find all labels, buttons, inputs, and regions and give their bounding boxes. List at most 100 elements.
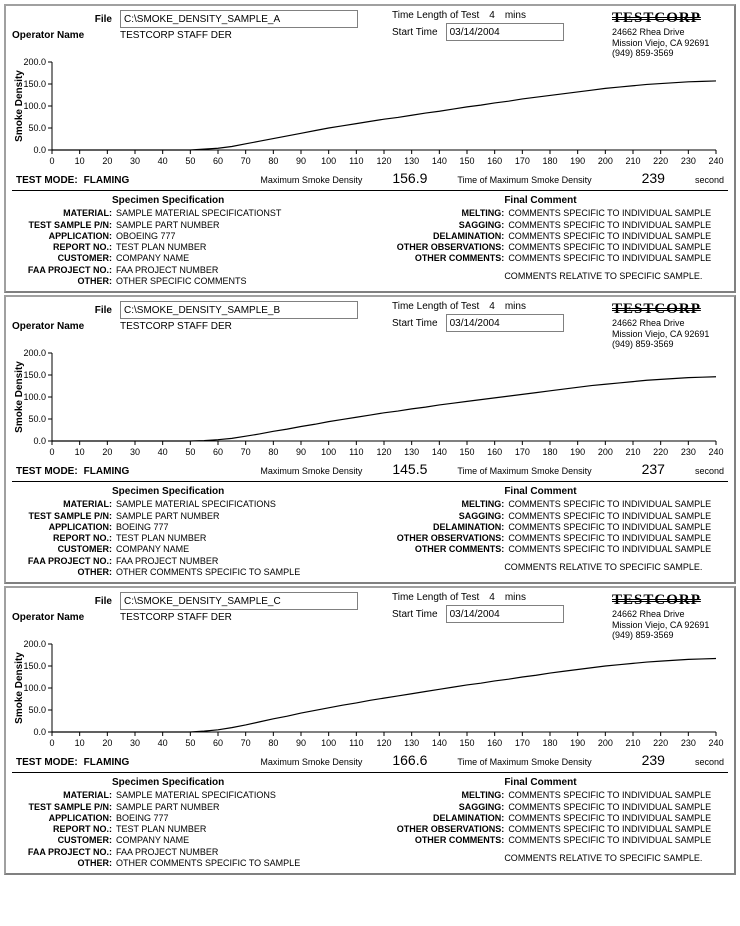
svg-text:230: 230 [681,156,696,166]
company-addr2: Mission Viejo, CA 92691 [612,620,728,630]
file-input[interactable] [120,592,358,610]
part-value: SAMPLE PART NUMBER [116,802,384,813]
svg-text:200: 200 [598,738,613,748]
sagging-value: COMMENTS SPECIFIC TO INDIVIDUAL SAMPLE [508,220,728,231]
time-length-value: 4 [479,592,505,603]
operator-label: Operator Name [12,612,112,623]
faa-value: FAA PROJECT NUMBER [116,556,384,567]
report-label: REPORT NO.: [12,242,116,253]
test-mode-label: TEST MODE: [16,757,78,768]
file-input[interactable] [120,301,358,319]
svg-text:110: 110 [349,738,363,748]
svg-text:240: 240 [708,156,723,166]
customer-label: CUSTOMER: [12,253,116,264]
start-time-input[interactable] [446,314,564,332]
sagging-label: SAGGING: [384,511,508,522]
relative-comment: COMMENTS RELATIVE TO SPECIFIC SAMPLE. [384,562,728,572]
svg-text:0.0: 0.0 [33,145,46,155]
svg-text:0: 0 [49,447,54,457]
svg-text:140: 140 [432,447,447,457]
svg-text:60: 60 [213,447,223,457]
svg-text:30: 30 [130,738,140,748]
spec-heading: Specimen Specification [12,195,384,206]
delamination-value: COMMENTS SPECIFIC TO INDIVIDUAL SAMPLE [508,522,728,533]
mins-label: mins [505,592,526,603]
svg-text:50: 50 [185,156,195,166]
svg-text:130: 130 [404,156,419,166]
time-max-value: 239 [592,752,695,768]
svg-text:100.0: 100.0 [23,683,46,693]
test-mode-value: FLAMING [78,466,130,477]
time-max-label: Time of Maximum Smoke Density [457,757,591,767]
report-label: REPORT NO.: [12,533,116,544]
svg-text:160: 160 [487,156,502,166]
svg-text:200.0: 200.0 [23,640,46,649]
file-input[interactable] [120,10,358,28]
faa-label: FAA PROJECT NO.: [12,556,116,567]
material-label: MATERIAL: [12,499,116,510]
other-obs-label: OTHER OBSERVATIONS: [384,533,508,544]
svg-text:210: 210 [625,156,640,166]
other-comments-value: COMMENTS SPECIFIC TO INDIVIDUAL SAMPLE [508,835,728,846]
test-mode-label: TEST MODE: [16,466,78,477]
start-time-input[interactable] [446,605,564,623]
svg-text:200: 200 [598,156,613,166]
mins-label: mins [505,10,526,21]
svg-text:110: 110 [349,447,363,457]
svg-text:170: 170 [515,447,530,457]
test-report-panel: File Operator Name TESTCORP STAFF DER Ti… [4,586,736,875]
svg-text:0: 0 [49,156,54,166]
test-mode-label: TEST MODE: [16,175,78,186]
svg-text:240: 240 [708,738,723,748]
svg-text:30: 30 [130,156,140,166]
mins-label: mins [505,301,526,312]
material-value: SAMPLE MATERIAL SPECIFICATIONS [116,499,384,510]
melting-label: MELTING: [384,790,508,801]
delamination-value: COMMENTS SPECIFIC TO INDIVIDUAL SAMPLE [508,231,728,242]
material-value: SAMPLE MATERIAL SPECIFICATIONST [116,208,384,219]
svg-text:90: 90 [296,738,306,748]
svg-text:220: 220 [653,156,668,166]
svg-text:100: 100 [321,447,336,457]
application-value: BOEING 777 [116,813,384,824]
sagging-label: SAGGING: [384,802,508,813]
other-comments-label: OTHER COMMENTS: [384,253,508,264]
svg-text:110: 110 [349,156,363,166]
time-max-value: 239 [592,170,695,186]
svg-text:170: 170 [515,156,530,166]
smoke-density-chart: Smoke Density0.050.0100.0150.0200.001020… [12,640,724,750]
sagging-label: SAGGING: [384,220,508,231]
customer-label: CUSTOMER: [12,835,116,846]
time-length-label: Time Length of Test [392,301,479,312]
svg-text:130: 130 [404,738,419,748]
svg-text:150.0: 150.0 [23,79,46,89]
svg-text:230: 230 [681,738,696,748]
melting-label: MELTING: [384,208,508,219]
application-label: APPLICATION: [12,813,116,824]
time-max-value: 237 [592,461,695,477]
other-label: OTHER: [12,276,116,287]
svg-text:10: 10 [75,156,85,166]
max-density-label: Maximum Smoke Density [260,757,362,767]
application-value: BOEING 777 [116,522,384,533]
test-mode-value: FLAMING [78,175,130,186]
company-phone: (949) 859-3569 [612,630,728,640]
file-label: File [12,305,120,316]
svg-text:150: 150 [459,447,474,457]
svg-text:30: 30 [130,447,140,457]
company-addr2: Mission Viejo, CA 92691 [612,38,728,48]
svg-text:10: 10 [75,738,85,748]
operator-value: TESTCORP STAFF DER [112,612,232,623]
svg-text:80: 80 [268,738,278,748]
material-value: SAMPLE MATERIAL SPECIFICATIONS [116,790,384,801]
max-density-value: 166.6 [362,752,457,768]
svg-text:50: 50 [185,447,195,457]
svg-text:150: 150 [459,738,474,748]
start-time-input[interactable] [446,23,564,41]
relative-comment: COMMENTS RELATIVE TO SPECIFIC SAMPLE. [384,853,728,863]
melting-value: COMMENTS SPECIFIC TO INDIVIDUAL SAMPLE [508,790,728,801]
other-obs-label: OTHER OBSERVATIONS: [384,242,508,253]
second-label: second [695,466,724,476]
delamination-value: COMMENTS SPECIFIC TO INDIVIDUAL SAMPLE [508,813,728,824]
max-density-label: Maximum Smoke Density [260,175,362,185]
